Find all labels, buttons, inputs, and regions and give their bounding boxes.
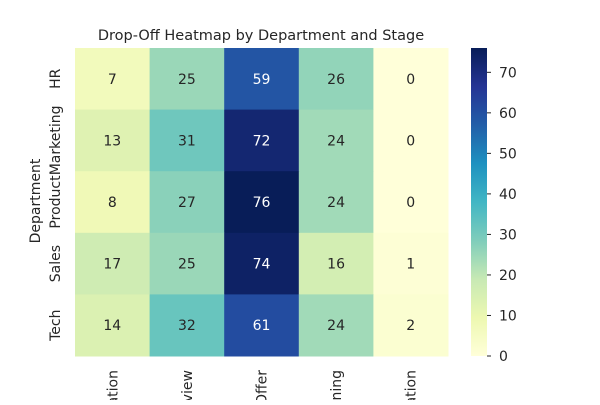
x-tick-label: ation [105, 370, 121, 400]
cell-value-label: 0 [406, 133, 415, 149]
cell-value-label: 8 [108, 195, 117, 211]
cell-value-label: 2 [406, 318, 415, 334]
x-tick-label: view [180, 370, 196, 400]
cell-value-label: 26 [327, 72, 345, 88]
heatmap-cell [149, 109, 225, 172]
colorbar-tick-label: 60 [499, 106, 517, 122]
heatmap-cell [149, 294, 225, 357]
heatmap-cell [373, 48, 449, 111]
colorbar-tick-label: 70 [499, 65, 517, 81]
heatmap-cell [75, 171, 151, 234]
heatmap-cell [224, 232, 300, 295]
chart-title: Drop-Off Heatmap by Department and Stage [98, 28, 424, 44]
cell-value-label: 72 [253, 133, 271, 149]
heatmap-cell-labels: 7 25 59 26 0 13 31 72 24 0 8 27 76 24 0 17 25 74 16 1 14 32 61… [103, 72, 415, 334]
y-tick-label: Product [48, 175, 64, 229]
y-tick-label: Tech [48, 310, 64, 342]
heatmap-cells [75, 48, 449, 357]
heatmap-cell [149, 232, 225, 295]
cell-value-label: 27 [178, 195, 196, 211]
x-tick-label: Offer [255, 370, 271, 400]
y-tick-label: Sales [48, 245, 64, 282]
cell-value-label: 25 [178, 257, 196, 273]
heatmap-cell [373, 171, 449, 234]
heatmap-cell [224, 171, 300, 234]
heatmap-cell [75, 294, 151, 357]
cell-value-label: 0 [406, 195, 415, 211]
heatmap-cell [373, 232, 449, 295]
cell-value-label: 16 [327, 257, 345, 273]
colorbar-ticks: 0 10 20 30 40 50 60 70 [487, 65, 517, 365]
heatmap-cell [224, 109, 300, 172]
cell-value-label: 59 [253, 72, 271, 88]
colorbar-tick-label: 30 [499, 227, 517, 243]
heatmap-cell [298, 109, 374, 172]
heatmap-cell [149, 171, 225, 234]
cell-value-label: 32 [178, 318, 196, 334]
heatmap-cell [298, 171, 374, 234]
x-tick-label: ning [329, 370, 345, 400]
cell-value-label: 7 [108, 72, 117, 88]
colorbar-tick-label: 10 [499, 308, 517, 324]
cell-value-label: 61 [253, 318, 271, 334]
heatmap-cell [149, 48, 225, 111]
heatmap-cell [373, 294, 449, 357]
heatmap-cell [75, 109, 151, 172]
heatmap-cell [75, 232, 151, 295]
heatmap-cell [75, 48, 151, 111]
cell-value-label: 17 [103, 257, 121, 273]
heatmap-cell [298, 48, 374, 111]
y-tick-label: Marketing [48, 106, 64, 176]
heatmap-cell [224, 48, 300, 111]
colorbar-tick-label: 40 [499, 187, 517, 203]
cell-value-label: 14 [103, 318, 121, 334]
y-axis-label: Department [28, 158, 44, 243]
cell-value-label: 74 [253, 257, 271, 273]
heatmap-cell [224, 294, 300, 357]
heatmap-cell [298, 232, 374, 295]
x-tick-labels: ation view Offer ning ation [105, 370, 420, 405]
y-tick-label: HR [48, 68, 64, 89]
cell-value-label: 24 [327, 133, 345, 149]
cell-value-label: 0 [406, 72, 415, 88]
colorbar-tick-label: 50 [499, 146, 517, 162]
cell-value-label: 76 [253, 195, 271, 211]
cell-value-label: 31 [178, 133, 196, 149]
cell-value-label: 1 [406, 257, 415, 273]
colorbar-tick-label: 20 [499, 268, 517, 284]
heatmap-cell [373, 109, 449, 172]
cell-value-label: 24 [327, 195, 345, 211]
cell-value-label: 13 [103, 133, 121, 149]
x-tick-label: ation [404, 370, 420, 400]
cell-value-label: 24 [327, 318, 345, 334]
colorbar [471, 48, 487, 356]
colorbar-tick-label: 0 [499, 349, 508, 365]
heatmap-cell [298, 294, 374, 357]
cell-value-label: 25 [178, 72, 196, 88]
